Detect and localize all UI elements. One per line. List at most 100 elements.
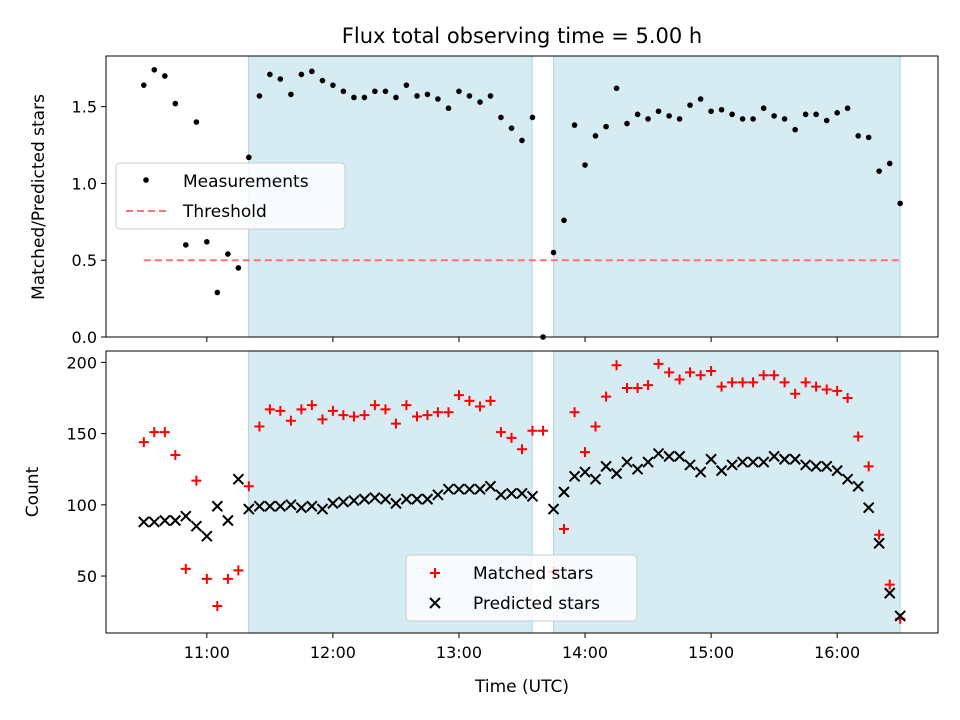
predicted-star-point — [673, 450, 686, 463]
matched-star-point — [401, 400, 412, 411]
matched-star-point — [779, 377, 790, 388]
measurement-point — [225, 251, 231, 257]
measurement-point — [771, 113, 777, 119]
legend-measurements-label: Measurements — [183, 172, 309, 192]
x-tick-label: 13:00 — [436, 643, 482, 662]
measurement-point — [246, 154, 252, 161]
predicted-star-point — [852, 480, 864, 493]
predicted-star-point — [894, 610, 906, 622]
measurement-point — [519, 137, 525, 144]
top-y-axis-label: Matched/Predicted stars — [29, 94, 49, 300]
matched-star-point — [853, 431, 864, 442]
matched-star-point — [706, 365, 717, 376]
matched-star-point — [138, 437, 149, 448]
matched-star-point — [506, 432, 517, 443]
measurement-point — [687, 102, 693, 108]
predicted-star-point — [316, 503, 329, 515]
predicted-star-point — [610, 467, 623, 480]
matched-star-point — [863, 461, 874, 472]
predicted-star-point — [789, 453, 801, 465]
measurement-point — [697, 96, 704, 102]
predicted-star-point — [726, 459, 738, 471]
predicted-star-point — [285, 499, 297, 511]
measurement-point — [897, 200, 903, 207]
matched-star-point — [201, 573, 212, 584]
measurement-point — [162, 73, 168, 79]
bottom-y-tick-label: 100 — [66, 496, 97, 515]
top-y-tick-label: 0.5 — [72, 251, 97, 270]
predicted-star-point — [159, 514, 171, 527]
predicted-star-point — [190, 520, 203, 532]
x-tick-label: 14:00 — [562, 643, 608, 662]
matched-star-point — [611, 360, 622, 371]
top-shaded-span-1 — [553, 55, 901, 338]
matched-star-point — [632, 383, 643, 394]
matched-star-point — [517, 444, 527, 455]
predicted-star-point — [306, 500, 318, 512]
matched-star-point — [580, 447, 591, 458]
predicted-star-point — [589, 473, 602, 485]
predicted-star-point — [474, 483, 486, 495]
measurement-point — [319, 77, 326, 84]
x-tick-label: 12:00 — [310, 643, 356, 662]
matched-star-point — [800, 377, 811, 388]
measurement-point — [403, 82, 410, 88]
bottom-legend: Matched stars Predicted stars — [405, 554, 638, 622]
legend-predicted-marker — [429, 597, 441, 609]
matched-star-point — [674, 374, 685, 385]
predicted-star-point — [222, 514, 234, 527]
matched-star-point — [464, 395, 475, 406]
measurement-point — [309, 68, 315, 75]
top-y-tick-label: 1.5 — [72, 98, 97, 117]
predicted-star-point — [337, 496, 350, 508]
measurement-point — [235, 265, 242, 271]
legend-threshold-label: Threshold — [182, 202, 267, 222]
measurement-point — [760, 105, 767, 112]
measurement-point — [204, 238, 210, 245]
measurement-point — [603, 123, 609, 130]
x-tick-label: 15:00 — [688, 643, 734, 662]
matched-star-point — [180, 563, 191, 574]
bottom-y-tick-label: 150 — [66, 425, 97, 444]
predicted-star-point — [768, 450, 780, 463]
matched-star-point — [874, 529, 885, 540]
predicted-star-point — [820, 460, 833, 473]
matched-star-point — [821, 384, 832, 395]
matched-star-point — [643, 380, 654, 391]
measurement-point — [330, 82, 336, 88]
measurement-point — [214, 289, 221, 296]
measurement-point — [351, 94, 357, 101]
matched-star-point — [191, 475, 202, 486]
x-tick-label: 11:00 — [184, 643, 230, 662]
matched-star-point — [811, 381, 822, 392]
predicted-star-point — [148, 516, 160, 528]
matched-star-point — [884, 579, 895, 590]
top-axes-frame — [105, 55, 939, 338]
measurement-point — [393, 94, 399, 101]
matched-star-point — [285, 415, 296, 426]
predicted-star-point — [369, 491, 381, 504]
measurement-point — [141, 82, 147, 88]
measurement-point — [792, 126, 798, 133]
predicted-star-point — [547, 503, 560, 515]
matched-star-point — [527, 425, 538, 436]
legend-matched-label: Matched stars — [473, 564, 593, 584]
measurement-point — [855, 133, 862, 139]
predicted-star-point — [526, 490, 539, 502]
top-legend: Measurements Threshold — [115, 162, 346, 230]
bottom-legend-box — [405, 554, 638, 622]
matched-star-point — [296, 404, 307, 415]
measurement-point — [477, 99, 483, 105]
measurement-point — [613, 85, 620, 92]
matched-star-point — [475, 401, 486, 412]
measurement-point — [498, 114, 504, 121]
matched-star-point — [495, 427, 506, 438]
predicted-star-point — [505, 487, 518, 500]
matched-star-point — [390, 418, 401, 429]
predicted-star-point — [327, 497, 339, 510]
matched-star-point — [233, 565, 244, 576]
matched-star-point — [453, 390, 464, 401]
matched-star-point — [317, 414, 328, 425]
predicted-star-point — [201, 530, 213, 542]
measurement-point — [361, 94, 368, 101]
